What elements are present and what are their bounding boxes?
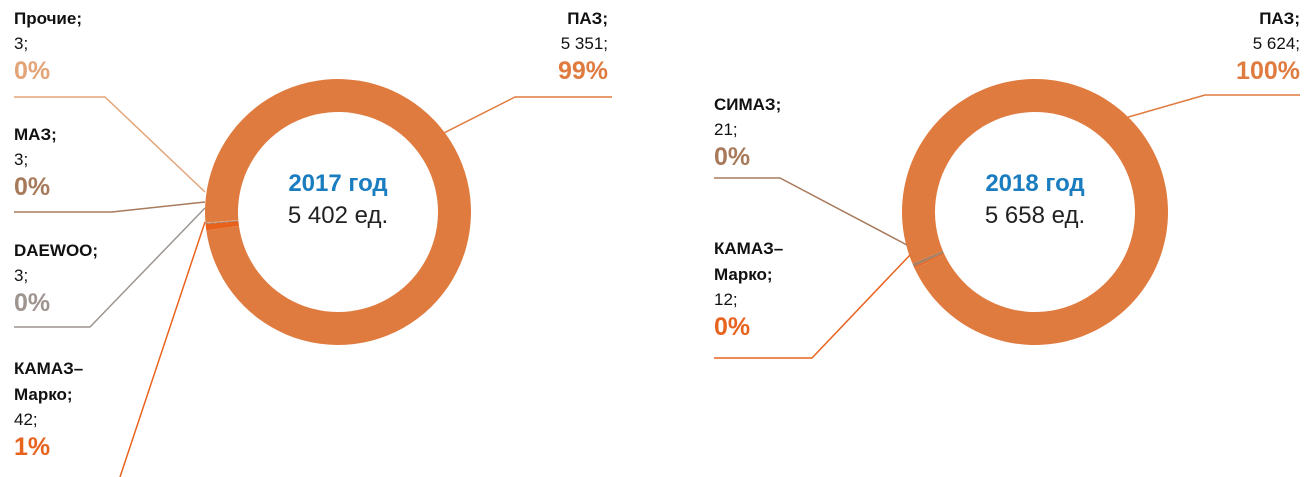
category-label: МАЗ; — [14, 125, 57, 144]
share-label: 1% — [14, 433, 51, 461]
total-label: 5 402 ед. — [287, 202, 389, 229]
leader-line — [119, 221, 206, 477]
category-label: ПАЗ; — [1259, 9, 1300, 28]
category-label: КАМАЗ–Марко; — [714, 239, 784, 284]
slice-label: СИМАЗ; 21; 0% — [714, 92, 814, 172]
donut-slice — [205, 220, 239, 225]
category-label: СИМАЗ; — [714, 95, 782, 114]
category-label: КАМАЗ–Марко; — [14, 359, 84, 404]
share-label: 0% — [14, 289, 51, 317]
chart-title: 2017 год — [288, 170, 388, 197]
value-label: 5 351; — [560, 34, 608, 53]
slice-label: Прочие; 3; 0% — [14, 6, 114, 86]
donut-slice — [205, 221, 239, 231]
category-label: ПАЗ; — [567, 9, 608, 28]
slice-label: ПАЗ; 5 624; 100% — [1200, 6, 1300, 86]
chart-title: 2018 год — [985, 170, 1085, 197]
value-label: 3; — [14, 150, 29, 169]
leader-line — [714, 177, 908, 246]
value-label: 5 624; — [1252, 34, 1300, 53]
share-label: 0% — [714, 313, 751, 341]
leader-line — [1124, 94, 1300, 119]
leader-line — [14, 201, 206, 213]
share-label: 0% — [14, 57, 51, 85]
slice-label: ПАЗ; 5 351; 99% — [508, 6, 608, 86]
value-label: 12; — [714, 290, 738, 309]
value-label: 42; — [14, 410, 38, 429]
leader-line — [14, 207, 206, 328]
slice-label: DAEWOO; 3; 0% — [14, 238, 114, 318]
category-label: Прочие; — [14, 9, 82, 28]
share-label: 99% — [557, 57, 608, 85]
donut-center: 2018 год 5 658 ед. — [935, 170, 1135, 230]
share-label: 100% — [1236, 57, 1300, 85]
category-label: DAEWOO; — [14, 241, 99, 260]
share-label: 0% — [714, 143, 751, 171]
donut-center: 2017 год 5 402 ед. — [238, 170, 438, 230]
share-label: 0% — [14, 173, 51, 201]
slice-label: КАМАЗ–Марко; 42; 1% — [14, 356, 114, 462]
total-label: 5 658 ед. — [984, 202, 1086, 229]
slice-label: МАЗ; 3; 0% — [14, 122, 114, 202]
leader-line — [429, 96, 612, 141]
value-label: 3; — [14, 266, 29, 285]
donut-slice — [913, 253, 945, 269]
value-label: 21; — [714, 120, 738, 139]
value-label: 3; — [14, 34, 29, 53]
donut-slice — [205, 220, 239, 224]
leader-line — [714, 254, 911, 359]
leader-line — [14, 96, 206, 193]
slice-label: КАМАЗ–Марко; 12; 0% — [714, 236, 814, 342]
donut-slice — [912, 250, 944, 267]
donut-slice — [205, 220, 239, 224]
